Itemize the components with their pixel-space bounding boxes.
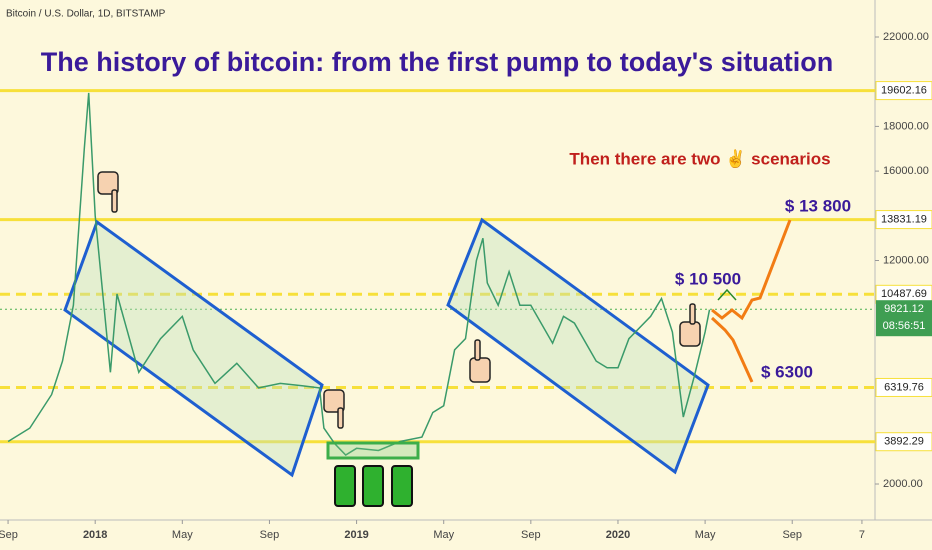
level-label: 10487.69 <box>881 288 927 300</box>
x-tick-label: May <box>695 529 716 541</box>
y-tick-label: 12000.00 <box>883 254 929 266</box>
annotation: Then there are two ✌ scenarios <box>569 148 830 169</box>
hand-icons <box>97 171 701 429</box>
down-scenario <box>710 316 754 383</box>
y-tick-label: 18000.00 <box>883 120 929 132</box>
battery <box>391 465 413 507</box>
x-tick-label: 2020 <box>606 529 630 541</box>
hand <box>679 321 701 347</box>
level-label-box <box>875 377 932 397</box>
x-tick-label: May <box>433 529 454 541</box>
accumulation-box <box>326 441 420 460</box>
x-tick-label: Sep <box>521 529 541 541</box>
header: Bitcoin / U.S. Dollar, 1D, BITSTAMP <box>6 9 166 20</box>
finger <box>337 407 344 429</box>
level-label-box <box>875 210 932 230</box>
level-label: 3892.29 <box>884 436 924 448</box>
level-label: 13831.19 <box>881 213 927 225</box>
battery <box>334 465 356 507</box>
y-tick-label: 16000.00 <box>883 165 929 177</box>
x-tick-label: May <box>172 529 193 541</box>
battery <box>362 465 384 507</box>
finger <box>111 189 118 213</box>
current-price-box <box>876 300 932 337</box>
current-price-label: 9821.12 <box>884 303 924 315</box>
level-label-box <box>875 432 932 452</box>
x-tick-label: Sep <box>782 529 802 541</box>
level-label: 6319.76 <box>884 381 924 393</box>
x-tick-label: 2018 <box>83 529 107 541</box>
countdown-label: 08:56:51 <box>883 320 926 332</box>
annotation: $ 6300 <box>761 362 813 381</box>
annotation: $ 10 500 <box>675 269 741 288</box>
batteries <box>334 465 413 507</box>
y-tick-label: 2000.00 <box>883 478 923 490</box>
level-label-box <box>875 81 932 101</box>
hand <box>323 389 345 413</box>
y-tick-label: 22000.00 <box>883 31 929 43</box>
chart-title: The history of bitcoin: from the first p… <box>41 47 833 77</box>
x-tick-label: 2019 <box>344 529 368 541</box>
level-label: 19602.16 <box>881 84 927 96</box>
x-tick-label: 7 <box>859 529 865 541</box>
green-arrow <box>717 288 737 301</box>
hand <box>469 357 491 383</box>
annotation: $ 13 800 <box>785 196 851 215</box>
x-tick-label: Sep <box>0 529 18 541</box>
finger <box>474 339 481 361</box>
hand <box>97 171 119 195</box>
x-tick-label: Sep <box>260 529 280 541</box>
finger <box>689 303 696 325</box>
up-scenario <box>711 219 792 321</box>
